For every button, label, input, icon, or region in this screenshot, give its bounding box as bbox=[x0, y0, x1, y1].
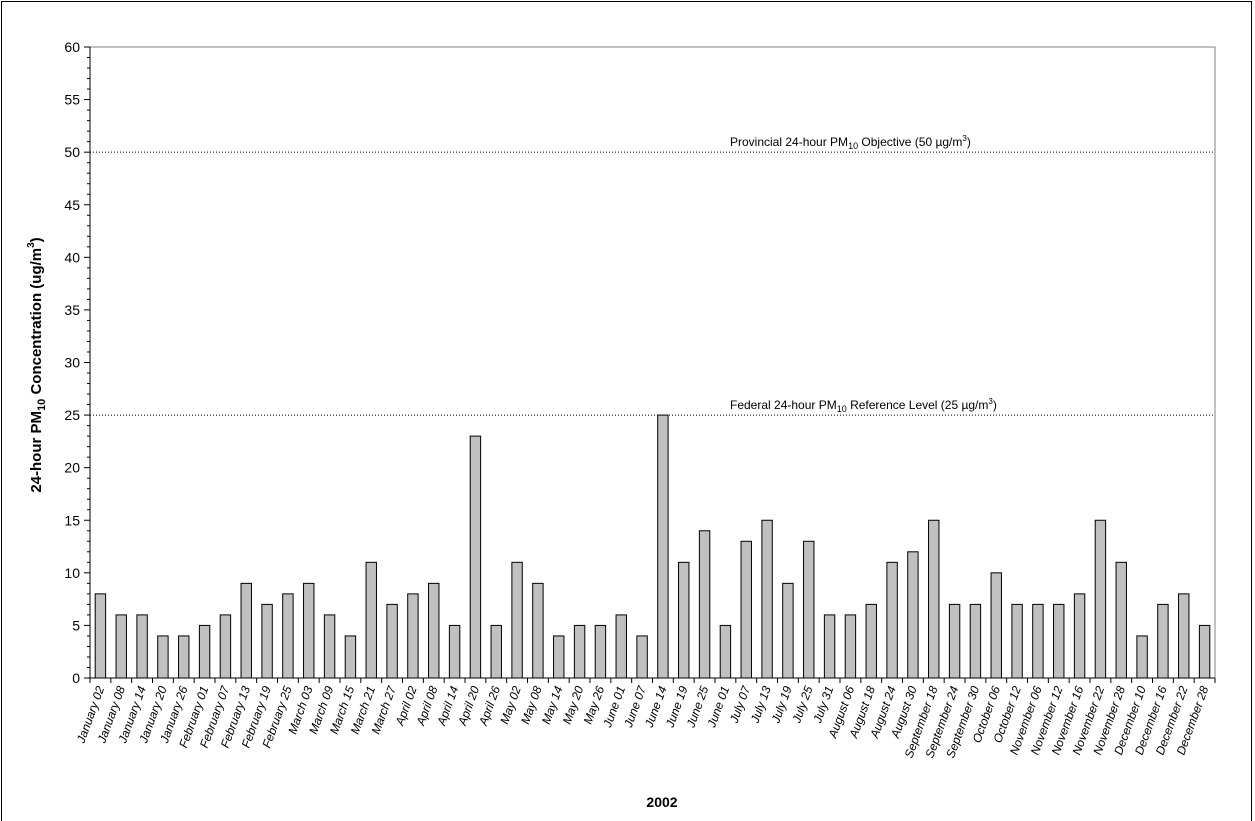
bar bbox=[865, 603, 877, 679]
bar bbox=[198, 624, 211, 679]
y-tick-label: 0 bbox=[72, 670, 80, 686]
bar bbox=[782, 582, 794, 679]
bar bbox=[1094, 519, 1107, 679]
y-axis: 0 5 10 15 20 25 30 35 40 45 50 55 60 bbox=[64, 39, 91, 686]
bar bbox=[365, 561, 377, 679]
bar bbox=[240, 582, 252, 679]
bar bbox=[553, 635, 565, 679]
bar bbox=[823, 614, 836, 679]
y-tick-label: 60 bbox=[64, 39, 80, 55]
bar bbox=[1115, 561, 1127, 679]
bar bbox=[615, 614, 627, 679]
bar bbox=[1198, 624, 1211, 679]
bar bbox=[969, 603, 982, 679]
bar bbox=[1053, 603, 1065, 679]
bar bbox=[490, 624, 502, 679]
y-tick-label: 55 bbox=[64, 92, 80, 108]
bar bbox=[844, 614, 857, 679]
bar bbox=[1178, 593, 1190, 679]
bar bbox=[386, 603, 398, 679]
bar bbox=[136, 614, 148, 679]
bar bbox=[428, 582, 440, 679]
y-tick-label: 50 bbox=[64, 144, 80, 160]
bar bbox=[448, 624, 461, 679]
reference-line-label: Provincial 24-hour PM10 Objective (50 µg… bbox=[730, 134, 971, 151]
bar bbox=[511, 561, 523, 679]
y-tick-label: 10 bbox=[64, 565, 80, 581]
bar bbox=[657, 414, 669, 679]
y-tick-label: 35 bbox=[64, 302, 80, 318]
bar bbox=[323, 614, 336, 679]
plot-area bbox=[89, 46, 1216, 679]
y-tick-label: 45 bbox=[64, 197, 80, 213]
bar bbox=[1073, 593, 1086, 679]
bar bbox=[178, 635, 190, 679]
bar bbox=[303, 582, 315, 679]
bar bbox=[1157, 603, 1169, 679]
bar bbox=[948, 603, 961, 679]
bar bbox=[157, 635, 169, 679]
bar bbox=[803, 540, 815, 679]
bar bbox=[94, 593, 107, 679]
bar bbox=[115, 614, 127, 679]
bar bbox=[469, 435, 482, 679]
bar bbox=[573, 624, 586, 679]
y-tick-label: 25 bbox=[64, 407, 80, 423]
x-axis-title: 2002 bbox=[646, 794, 677, 810]
bar bbox=[907, 551, 919, 679]
bar bbox=[990, 572, 1002, 679]
y-tick-label: 5 bbox=[72, 617, 80, 633]
y-tick-label: 15 bbox=[64, 512, 80, 528]
bar bbox=[719, 624, 732, 679]
reference-line-label: Federal 24-hour PM10 Reference Level (25… bbox=[730, 397, 997, 414]
bar bbox=[740, 540, 752, 679]
bar bbox=[636, 635, 648, 679]
bar bbox=[928, 519, 940, 679]
y-tick-label: 20 bbox=[64, 460, 80, 476]
plot-border bbox=[89, 46, 1216, 679]
bar bbox=[1011, 603, 1023, 679]
bar bbox=[886, 561, 898, 679]
bar bbox=[1032, 603, 1044, 679]
y-axis-title: 24-hour PM10 Concentration (ug/m3) bbox=[26, 237, 48, 492]
y-tick-label: 40 bbox=[64, 249, 80, 265]
bar bbox=[282, 593, 294, 679]
bar bbox=[344, 635, 357, 679]
bar bbox=[219, 614, 232, 679]
y-tick-label: 30 bbox=[64, 355, 80, 371]
reference-lines: Provincial 24-hour PM10 Objective (50 µg… bbox=[90, 134, 1215, 416]
bar bbox=[594, 624, 607, 679]
bar bbox=[261, 603, 273, 679]
bar bbox=[698, 530, 711, 679]
bar bbox=[1136, 635, 1148, 679]
bar bbox=[532, 582, 544, 679]
bar bbox=[678, 561, 690, 679]
bar bbox=[407, 593, 419, 679]
bar bbox=[761, 519, 773, 679]
